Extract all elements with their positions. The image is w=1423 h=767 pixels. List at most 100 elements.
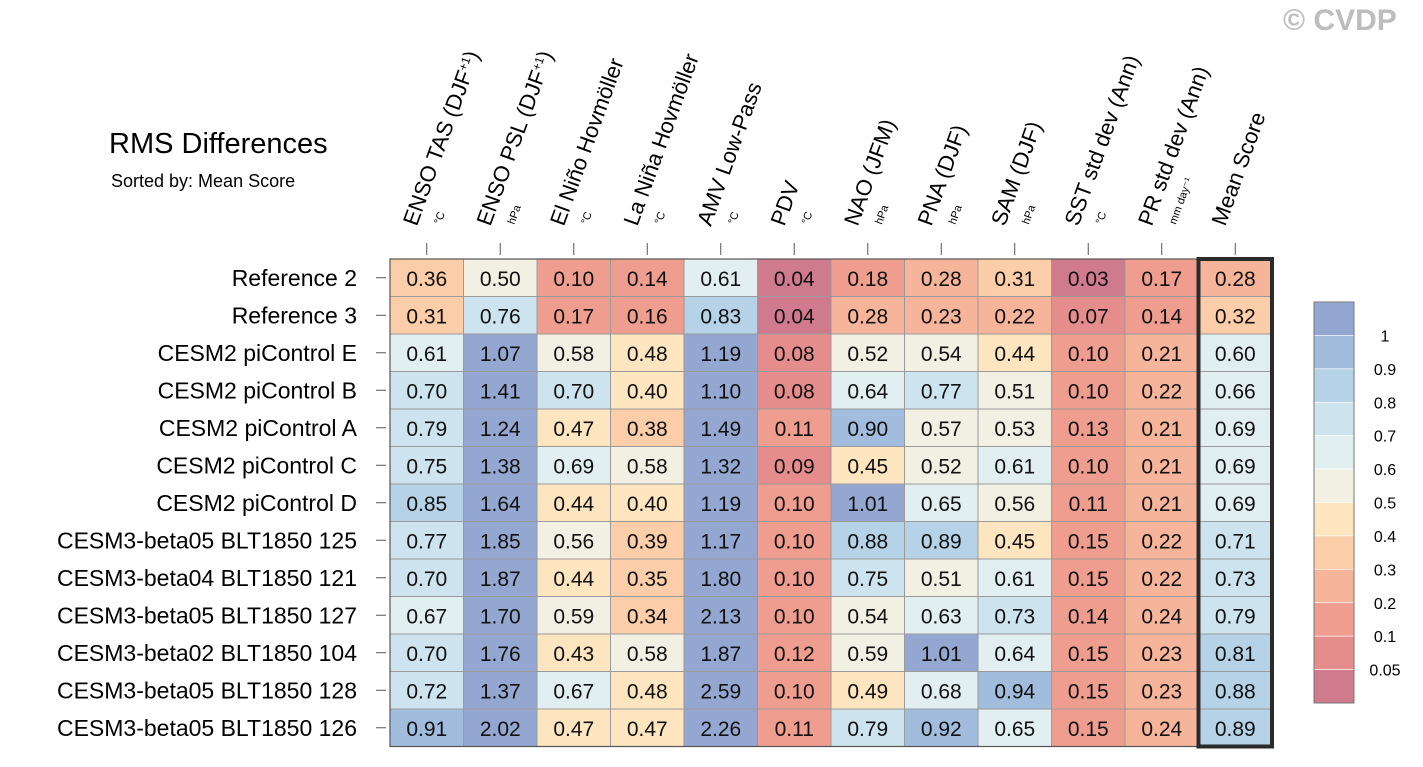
cell-value-label: 0.58 [627, 455, 668, 478]
cell-value-label: 0.23 [1141, 643, 1182, 666]
cell-value-label: 0.43 [553, 643, 594, 666]
cell-value-label: 0.51 [994, 380, 1035, 403]
cell-value-label: 1.01 [921, 643, 962, 666]
cell-value-label: 1.49 [700, 418, 741, 441]
cell-value-label: 0.70 [406, 568, 447, 591]
heatmap-cell [683, 483, 758, 522]
colorbar-swatch [1313, 468, 1355, 503]
cell-value-label: 1.70 [480, 605, 521, 628]
cell-value-label: 0.38 [627, 418, 668, 441]
cell-value-label: 1.07 [480, 343, 521, 366]
cell-value-label: 0.59 [553, 605, 594, 628]
colorbar-swatch [1313, 669, 1355, 704]
cell-value-label: 0.88 [847, 530, 888, 553]
colorbar-tick-label: 0.6 [1374, 462, 1396, 479]
cell-value-label: 0.14 [627, 268, 668, 291]
cell-value-label: 0.49 [847, 680, 888, 703]
heatmap-cell [1124, 708, 1199, 747]
row-label: CESM2 piControl B [158, 377, 357, 403]
cell-value-label: 0.15 [1068, 568, 1109, 591]
cell-value-label: 0.59 [847, 643, 888, 666]
cell-value-label: 0.08 [774, 380, 815, 403]
heatmap-cell [904, 408, 979, 447]
heatmap-cell [1051, 446, 1126, 485]
cell-value-label: 0.21 [1141, 455, 1182, 478]
heatmap-cell [904, 446, 979, 485]
cell-value-label: 0.10 [774, 493, 815, 516]
heatmap-cell [610, 521, 685, 560]
column-label-superscript: +1 [456, 55, 474, 73]
column-unit-label: °C [1094, 210, 1110, 226]
colorbar-tick-label: 0.7 [1374, 429, 1396, 446]
cell-value-label: 0.11 [775, 718, 814, 741]
heatmap-cell [830, 671, 905, 710]
cell-value-label: 0.92 [921, 718, 962, 741]
cell-value-label: 0.52 [847, 343, 888, 366]
cell-value-label: 0.65 [921, 493, 962, 516]
cell-value-label: 0.16 [627, 305, 668, 328]
cell-value-label: 0.54 [847, 605, 888, 628]
cell-value-label: 0.47 [553, 718, 594, 741]
heatmap-cell [1198, 633, 1273, 672]
cell-value-label: 0.47 [627, 718, 668, 741]
heatmap-cell [683, 296, 758, 335]
cell-value-label: 2.13 [700, 605, 741, 628]
cell-value-label: 1.76 [480, 643, 521, 666]
cell-value-label: 0.67 [553, 680, 594, 703]
cell-value-label: 2.02 [480, 718, 521, 741]
heatmap-cell [610, 596, 685, 635]
cell-value-label: 0.54 [921, 343, 962, 366]
heatmap-cell [389, 446, 464, 485]
column-label: Mean Score [1206, 109, 1270, 229]
cell-value-label: 0.13 [1068, 418, 1109, 441]
cell-value-label: 0.22 [994, 305, 1035, 328]
cell-value-label: 0.10 [1068, 455, 1109, 478]
cell-value-label: 0.58 [553, 343, 594, 366]
heatmap-cell [757, 408, 832, 447]
cell-value-label: 0.18 [847, 268, 888, 291]
column-label: ENSO PSL (DJF+1) [471, 47, 557, 228]
cell-value-label: 2.26 [700, 718, 741, 741]
colorbar-swatch [1313, 602, 1355, 637]
cell-value-label: 1.41 [480, 380, 521, 403]
colorbar-swatch [1313, 301, 1355, 336]
cell-value-label: 0.56 [553, 530, 594, 553]
cell-value-label: 0.04 [774, 305, 815, 328]
colorbar-swatch [1313, 502, 1355, 537]
cell-value-label: 0.51 [921, 568, 962, 591]
cell-value-label: 0.73 [994, 605, 1035, 628]
row-label: CESM2 piControl A [159, 415, 358, 441]
cell-value-label: 0.61 [406, 343, 447, 366]
cell-value-label: 0.66 [1215, 380, 1256, 403]
colorbar-tick-label: 0.3 [1374, 562, 1396, 579]
cell-value-label: 0.15 [1068, 530, 1109, 553]
heatmap-cell [757, 296, 832, 335]
heatmap-cell [1124, 371, 1199, 410]
colorbar-swatch [1313, 368, 1355, 403]
heatmap-cell [389, 558, 464, 597]
heatmap-cell [683, 708, 758, 747]
colorbar-swatch [1313, 401, 1355, 436]
cell-value-label: 0.79 [847, 718, 888, 741]
heatmap-cell [1124, 558, 1199, 597]
heatmap-cell [1198, 483, 1273, 522]
row-label: CESM3-beta02 BLT1850 104 [57, 640, 357, 666]
cell-value-label: 1.38 [480, 455, 521, 478]
heatmap-cell [1051, 483, 1126, 522]
cell-value-label: 1.01 [847, 493, 888, 516]
cell-value-label: 0.15 [1068, 718, 1109, 741]
cell-value-label: 1.32 [700, 455, 741, 478]
column-label: El Niño Hovmöller [545, 55, 629, 229]
cell-value-label: 0.31 [406, 305, 447, 328]
heatmap-cell [1198, 258, 1273, 297]
heatmap-cell [830, 708, 905, 747]
cell-value-label: 0.39 [627, 530, 668, 553]
cell-value-label: 0.23 [921, 305, 962, 328]
heatmap-cell [1051, 633, 1126, 672]
cell-value-label: 0.69 [1215, 418, 1256, 441]
column-unit-label: °C [432, 210, 448, 226]
column-label-superscript: +1 [529, 55, 547, 73]
cell-value-label: 0.73 [1215, 568, 1256, 591]
heatmap-cell [463, 596, 538, 635]
